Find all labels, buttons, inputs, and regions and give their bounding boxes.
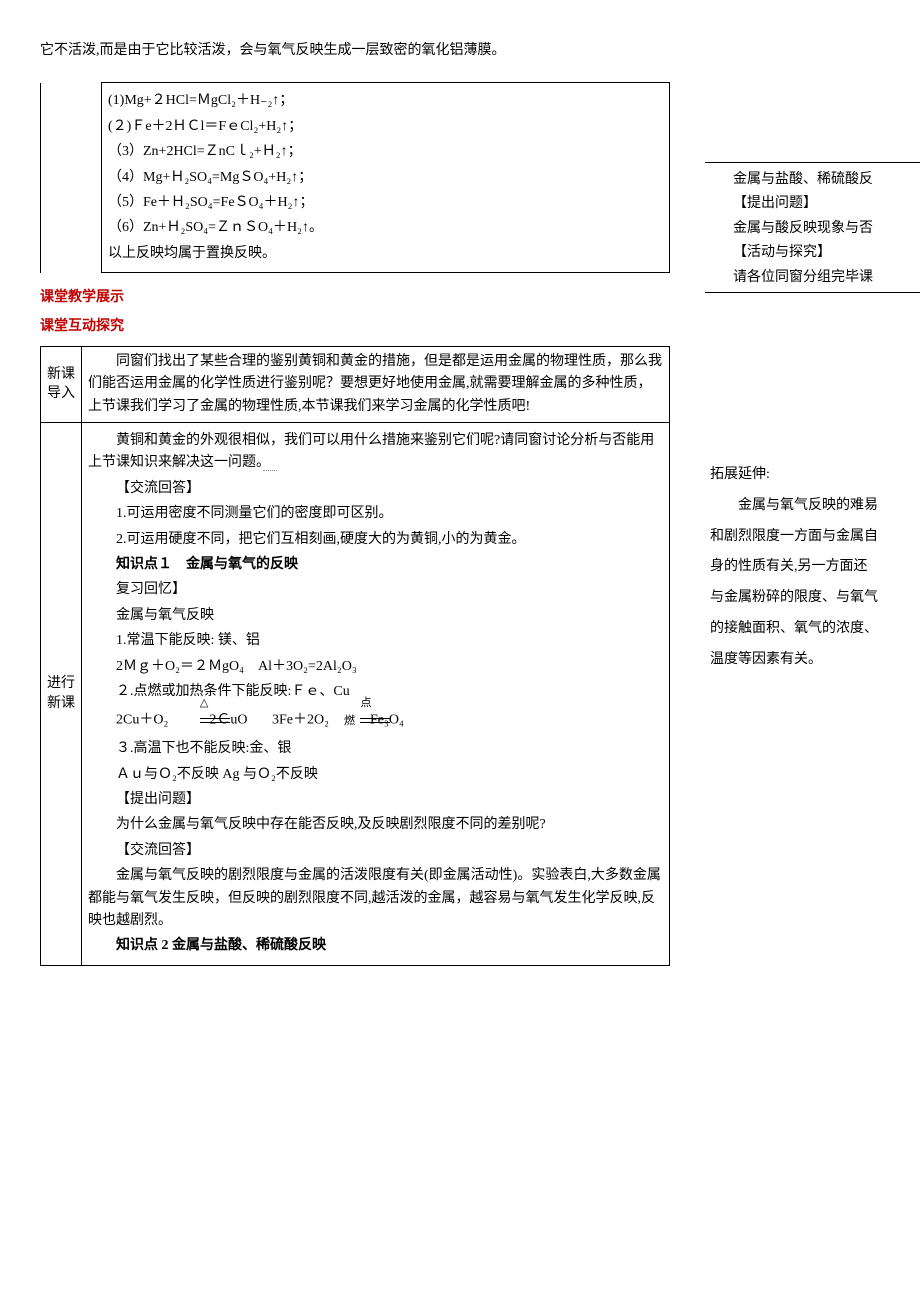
margin-notes-top: 金属与盐酸、稀硫酸反 【提出问题】 金属与酸反映现象与否 【活动与探究】 请各位…	[705, 162, 920, 293]
lesson-row: 进行 新课 黄铜和黄金的外观很相似，我们可以用什么措施来鉴别它们呢?请同窗讨论分…	[41, 423, 670, 966]
aluminum-oxide-text: 它不活泼,而是由于它比较活泼，会与氧气反映生成一层致密的氧化铝薄膜。	[40, 43, 506, 58]
brass-gold-intro: 黄铜和黄金的外观很相似，我们可以用什么措施来鉴别它们呢?请同窗讨论分析与否能用上…	[88, 430, 663, 475]
exchange-answer-2: 2.可运用硬度不同，把它们互相刻画,硬度大的为黄铜,小的为黄金。	[88, 529, 663, 551]
question-text: 为什么金属与氧气反映中存在能否反映,及反映剧烈限度不同的差别呢?	[88, 814, 663, 836]
question-title: 【提出问题】	[88, 789, 663, 811]
row-label-intro: 新课 导入	[41, 346, 82, 422]
au-ag-line: Ａｕ与Ｏ₂不反映 Ag 与Ｏ₂不反映	[88, 764, 663, 786]
extend-title: 拓展延伸:	[710, 460, 920, 491]
extend-body: 与金属粉碎的限度、与氧气	[710, 583, 920, 614]
equation-1: (1)Mg+２HCl=ＭgCl₂＋H₋₂↑；	[108, 90, 663, 112]
equation-mg-al: 2Ｍｇ＋O₂＝２ＭgO₄ Al＋3O₂=2Al₂O₃	[88, 656, 663, 678]
equation-4: （4）Mg+Ｈ₂SO₄=MgＳO₄+H₂↑；	[108, 167, 663, 189]
side-note-line: 验我们发现什么问题?	[705, 291, 920, 293]
knowledge-point-1: 知识点１ 金属与氧气的反映	[88, 554, 663, 576]
extend-body: 的接触面积、氧气的浓度、	[710, 614, 920, 645]
equation-2: (２)Ｆe＋2ＨＣl＝FｅCl₂+H₂↑；	[108, 116, 663, 138]
reaction-arrow-ignite: 点燃	[332, 709, 366, 731]
extend-body: 和剧烈限度一方面与金属自	[710, 522, 920, 553]
equation-3: （3）Zn+2HCl=ＺnCｌ₂+Ｈ₂↑；	[108, 141, 663, 163]
extend-body: 身的性质有关,另一方面还	[710, 552, 920, 583]
section-headers: 课堂教学展示 课堂互动探究	[40, 287, 910, 338]
top-paragraph: 它不活泼,而是由于它比较活泼，会与氧气反映生成一层致密的氧化铝薄膜。	[40, 40, 640, 62]
condition-3: ３.高温下也不能反映:金、银	[88, 738, 663, 760]
equation-5: （5）Fe＋Ｈ₂SO₄=FeＳO₄＋H₂↑；	[108, 192, 663, 214]
answer-title: 【交流回答】	[88, 840, 663, 862]
knowledge-point-2: 知识点 2 金属与盐酸、稀硫酸反映	[88, 935, 663, 957]
exchange-answer-1: 1.可运用密度不同测量它们的密度即可区别。	[88, 503, 663, 525]
answer-text: 金属与氧气反映的剧烈限度与金属的活泼限度有关(即金属活动性)。实验表白,大多数金…	[88, 865, 663, 932]
extend-body: 温度等因素有关。	[710, 645, 920, 676]
intro-row: 新课 导入 同窗们找出了某些合理的鉴别黄铜和黄金的措施，但是都是运用金属的物理性…	[41, 346, 670, 422]
equation-summary: 以上反映均属于置换反映。	[108, 243, 663, 265]
lesson-table: 新课 导入 同窗们找出了某些合理的鉴别黄铜和黄金的措施，但是都是运用金属的物理性…	[40, 346, 670, 966]
equation-cu-fe: 2Cu＋O₂ △ 2ＣuO 3Fe＋2O₂ 点燃 Fe₃O₄	[88, 709, 663, 732]
side-note-line: 【活动与探究】	[705, 242, 920, 264]
row-label-lesson: 进行 新课	[41, 423, 82, 966]
equations-table: (1)Mg+２HCl=ＭgCl₂＋H₋₂↑； (２)Ｆe＋2ＨＣl＝FｅCl₂+…	[40, 82, 670, 273]
review-title: 复习回忆】	[88, 579, 663, 601]
review-line: 金属与氧气反映	[88, 605, 663, 627]
exchange-title: 【交流回答】	[88, 478, 663, 500]
condition-1: 1.常温下能反映: 镁、铝	[88, 630, 663, 652]
side-note-line: 金属与酸反映现象与否	[705, 218, 920, 240]
side-note-line: 金属与盐酸、稀硫酸反	[705, 169, 920, 191]
reaction-arrow-heat: △	[172, 709, 206, 731]
side-note-line: 【提出问题】	[705, 193, 920, 215]
lesson-content: 黄铜和黄金的外观很相似，我们可以用什么措施来鉴别它们呢?请同窗讨论分析与否能用上…	[82, 423, 670, 966]
margin-extension: 拓展延伸: 金属与氧气反映的难易 和剧烈限度一方面与金属自 身的性质有关,另一方…	[710, 460, 920, 676]
side-note-line: 请各位同窗分组完毕课	[705, 267, 920, 289]
equation-6: （6）Zn+Ｈ₂SO₄=ＺｎＳO₄＋H₂↑。	[108, 217, 663, 239]
extend-body: 金属与氧气反映的难易	[710, 491, 920, 522]
intro-content: 同窗们找出了某些合理的鉴别黄铜和黄金的措施，但是都是运用金属的物理性质，那么我们…	[82, 346, 670, 422]
intro-text: 同窗们找出了某些合理的鉴别黄铜和黄金的措施，但是都是运用金属的物理性质，那么我们…	[88, 354, 662, 414]
header-classroom-interaction: 课堂互动探究	[40, 316, 910, 338]
